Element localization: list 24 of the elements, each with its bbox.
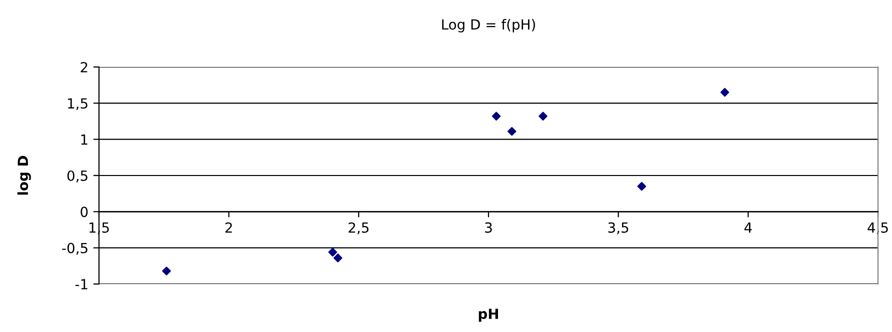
y-axis-title: log D bbox=[17, 156, 31, 195]
y-tick-label: 1,5 bbox=[68, 98, 88, 110]
y-tick-label: -1 bbox=[75, 279, 88, 290]
y-tick-label: 0 bbox=[80, 206, 88, 218]
point bbox=[162, 266, 171, 276]
point bbox=[328, 248, 338, 257]
point bbox=[508, 127, 516, 136]
x-tick-label: 2 bbox=[225, 222, 232, 233]
chart-title: Log D = f(pH) bbox=[442, 18, 535, 32]
x-tick-label: 2,5 bbox=[348, 222, 368, 234]
point bbox=[492, 112, 501, 121]
point bbox=[538, 112, 548, 121]
x-tick-label: 3 bbox=[485, 222, 492, 233]
y-tick-label: 2 bbox=[80, 62, 88, 72]
x-axis-title: pH bbox=[478, 308, 498, 322]
x-tick-label: 4,5 bbox=[868, 222, 888, 234]
y-tick-label: 1 bbox=[81, 134, 88, 145]
x-tick-label: 4 bbox=[744, 222, 752, 233]
x-tick-label: 3,5 bbox=[608, 222, 628, 234]
point bbox=[720, 88, 730, 97]
y-tick-label: -0,5 bbox=[62, 242, 88, 255]
point bbox=[334, 254, 342, 262]
y-tick-label: 0,5 bbox=[67, 170, 88, 182]
point bbox=[637, 182, 646, 191]
